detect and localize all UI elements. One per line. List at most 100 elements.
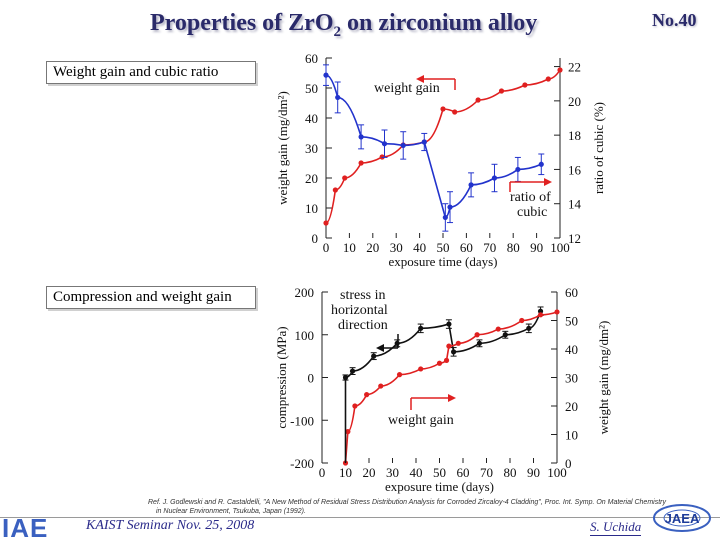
reference-line-1: Ref. J. Godlewski and R. Castaldelli, "A… [148, 499, 666, 506]
title-rest: on zirconium alloy [341, 10, 538, 36]
x-tick-label: 60 [460, 240, 473, 255]
annotation-ratio-of: ratio of [510, 190, 551, 205]
data-point [451, 349, 457, 355]
data-point [526, 325, 532, 331]
jaea-logo: JAEA [653, 504, 711, 532]
y-right-tick-label: 10 [565, 428, 578, 443]
y-right-tick-label: 0 [565, 456, 572, 471]
x-tick-label: 100 [550, 240, 570, 255]
slide-title: Properties of ZrO2 on zirconium alloy [150, 10, 537, 41]
data-point [474, 332, 480, 338]
data-point [418, 366, 424, 372]
data-point [545, 76, 551, 82]
y-right-tick-label: 40 [565, 342, 578, 357]
data-point [538, 161, 544, 167]
data-point [502, 332, 508, 338]
jaea-logo-text: JAEA [665, 511, 700, 526]
data-point [436, 360, 443, 366]
y-left-axis-title: weight gain (mg/dm²) [275, 91, 290, 205]
data-point [537, 308, 544, 314]
data-point [537, 312, 544, 318]
annotation-arrow-head [376, 344, 384, 352]
y-right-tick-label: 12 [568, 231, 581, 246]
x-tick-label: 10 [343, 240, 356, 255]
data-point [349, 368, 356, 374]
data-point [381, 141, 388, 147]
y-left-tick-label: 200 [295, 285, 315, 300]
x-tick-label: 0 [319, 465, 326, 480]
series-line-left [345, 310, 542, 379]
data-point [522, 82, 528, 88]
y-right-tick-label: 20 [568, 94, 581, 109]
y-left-axis-title: compression (MPa) [274, 326, 289, 428]
data-point [519, 317, 525, 324]
y-right-tick-label: 22 [568, 60, 581, 75]
x-tick-label: 80 [504, 465, 517, 480]
data-point [335, 94, 341, 101]
series-line-right [325, 74, 542, 219]
title-text: Properties of Zr [150, 10, 315, 36]
data-point [421, 139, 427, 145]
x-tick-label: 90 [530, 240, 543, 255]
annotation-stress-in: stress in [340, 288, 386, 303]
y-left-tick-label: 0 [312, 231, 319, 246]
annotation-cubic: cubic [517, 205, 547, 220]
data-point [491, 175, 498, 181]
data-point [332, 187, 338, 193]
x-tick-label: 40 [413, 240, 426, 255]
x-tick-label: 20 [366, 240, 379, 255]
data-point [498, 88, 505, 94]
y-right-tick-label: 60 [565, 285, 578, 300]
x-tick-label: 100 [547, 465, 567, 480]
y-left-tick-label: 20 [305, 171, 318, 186]
x-tick-label: 50 [437, 240, 450, 255]
data-point [364, 392, 370, 398]
x-tick-label: 40 [410, 465, 423, 480]
annotation-direction: direction [338, 318, 388, 333]
x-tick-label: 90 [527, 465, 540, 480]
y-right-tick-label: 16 [568, 162, 582, 177]
y-left-tick-label: -100 [290, 413, 314, 428]
y-left-tick-label: 40 [305, 111, 318, 126]
x-tick-label: 0 [323, 240, 330, 255]
x-axis-title: exposure time (days) [388, 254, 497, 269]
y-right-tick-label: 14 [568, 197, 582, 212]
data-point [443, 357, 450, 363]
data-point [400, 142, 406, 148]
y-left-tick-label: 100 [295, 328, 315, 343]
data-point [557, 67, 563, 73]
y-right-tick-label: 18 [568, 128, 581, 143]
data-point [446, 321, 452, 327]
y-right-tick-label: 30 [565, 371, 578, 386]
data-point [554, 309, 560, 315]
footer-author: S. Uchida [590, 519, 642, 536]
annotation-horizontal: horizontal [331, 303, 388, 318]
annotation-weight-gain-2: weight gain [388, 413, 454, 428]
title-letter-o: O [314, 10, 334, 36]
x-tick-label: 30 [386, 465, 399, 480]
data-point [352, 403, 358, 409]
data-point [421, 139, 427, 145]
data-point [476, 340, 483, 346]
x-tick-label: 70 [483, 240, 496, 255]
data-point [446, 343, 452, 349]
data-point [358, 160, 364, 166]
data-point [455, 340, 461, 346]
y-right-axis-title: weight gain (mg/dm²) [596, 321, 611, 435]
series-line-right [344, 311, 558, 464]
data-point [323, 220, 329, 226]
annotation-arrow-head [544, 178, 552, 186]
x-axis-title: exposure time (days) [385, 479, 494, 494]
iae-logo: IAE [2, 513, 49, 543]
data-point [442, 214, 448, 221]
data-point [345, 429, 351, 435]
title-subscript: 2 [333, 23, 342, 40]
data-point [468, 182, 474, 188]
data-point [515, 166, 521, 173]
x-tick-label: 30 [390, 240, 403, 255]
data-point [342, 374, 349, 381]
y-left-tick-label: -200 [290, 456, 314, 471]
data-point [371, 353, 377, 359]
x-tick-label: 80 [507, 240, 520, 255]
data-point [342, 460, 349, 466]
